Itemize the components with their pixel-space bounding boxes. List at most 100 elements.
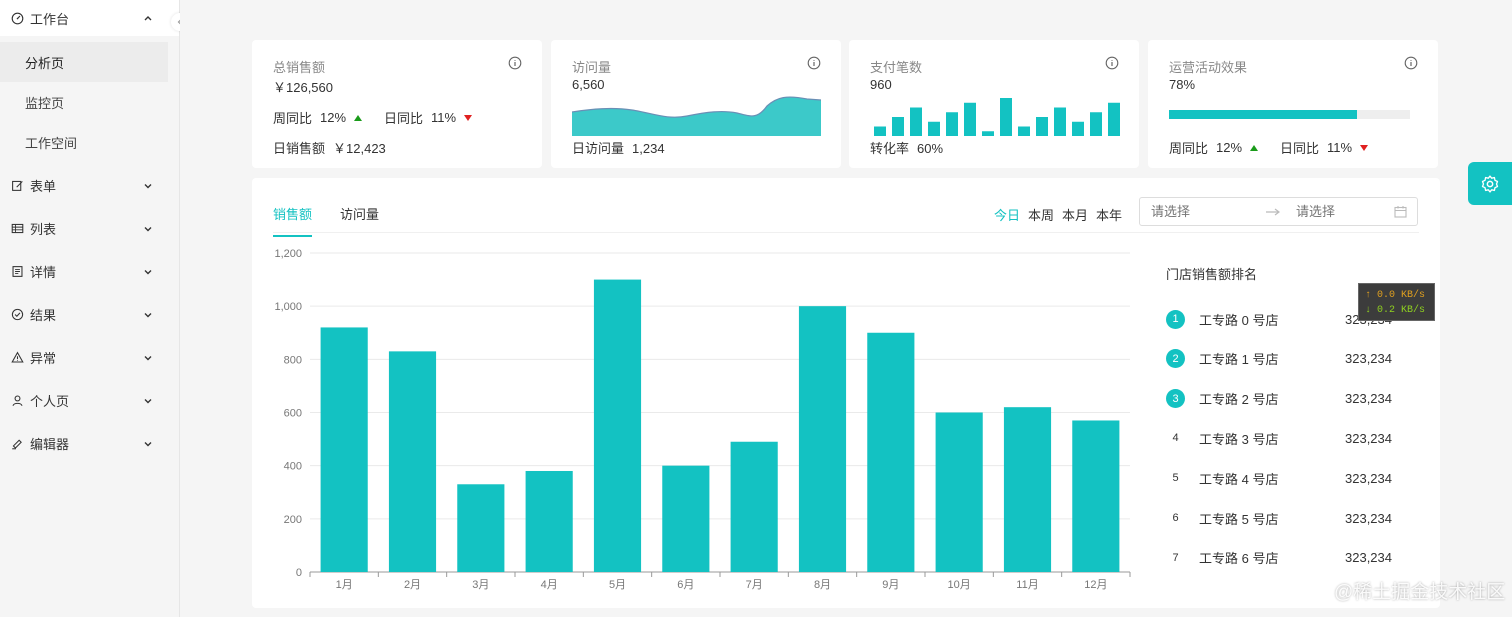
- menu-item-editor[interactable]: 编辑器: [0, 422, 179, 465]
- chevron-down-icon: [143, 439, 153, 449]
- footer-value: ￥12,423: [333, 141, 386, 156]
- settings-button[interactable]: [1468, 162, 1512, 205]
- sales-bar: [798, 306, 847, 572]
- highlight-icon: [10, 437, 24, 451]
- y-tick-label: 600: [284, 408, 302, 420]
- payment-bar: [1036, 117, 1048, 136]
- card-total-sales: 总销售额 ￥126,560 周同比 12% 日同比 11% 日销售额 ￥12,42…: [252, 40, 542, 168]
- menu-item-dashboard[interactable]: 工作台: [0, 0, 179, 36]
- ranking-row: 6 工专路 5 号店 323,234: [1166, 508, 1416, 528]
- range-today[interactable]: 今日: [994, 208, 1021, 223]
- submenu-label: 监控页: [25, 95, 65, 111]
- info-icon[interactable]: [807, 56, 821, 70]
- menu-item-result[interactable]: 结果: [0, 293, 179, 336]
- card-title: 总销售额: [273, 60, 326, 75]
- menu-item-exception[interactable]: 异常: [0, 336, 179, 379]
- network-speed-widget: ↑ 0.0 KB/s ↓ 0.2 KB/s: [1358, 283, 1435, 321]
- ranking-row: 3 工专路 2 号店 323,234: [1166, 389, 1416, 409]
- x-tick-label: 3月: [472, 579, 489, 591]
- tab-visits[interactable]: 访问量: [340, 207, 380, 222]
- footer-label: 转化率: [870, 141, 910, 156]
- info-icon[interactable]: [1105, 56, 1119, 70]
- payment-bar: [1090, 112, 1102, 136]
- info-icon[interactable]: [1404, 56, 1418, 70]
- trend-label: 周同比: [1169, 141, 1209, 156]
- arrow-right-icon: [1265, 207, 1281, 217]
- card-value: 78%: [1169, 77, 1196, 92]
- y-tick-label: 800: [284, 354, 302, 366]
- range-month[interactable]: 本月: [1062, 208, 1089, 223]
- menu-item-profile[interactable]: 详情: [0, 250, 179, 293]
- payment-bar: [1018, 126, 1030, 136]
- sales-bar-chart: 0 200 400 600 800 1,000 1,200 1月 2月 3月 4月 5月 6月 7月 8月 9…: [274, 248, 1131, 591]
- store-sales: 323,234: [1345, 430, 1392, 446]
- tab-divider: [273, 232, 1419, 233]
- x-tick-label: 8月: [814, 579, 831, 591]
- footer-value: 1,234: [632, 141, 665, 156]
- menu-label: 编辑器: [30, 437, 70, 452]
- card-title: 运营活动效果: [1169, 60, 1248, 75]
- info-icon[interactable]: [508, 56, 522, 70]
- tab-sales[interactable]: 销售额: [273, 204, 313, 237]
- sidebar: 工作台 分析页 监控页 工作空间 表单 列表 详情 结果 异常 个人页 编辑器: [0, 0, 180, 617]
- sales-bar: [388, 351, 437, 572]
- trend-day: 日同比 11%: [1280, 138, 1369, 157]
- store-name: 工专路 5 号店: [1199, 511, 1279, 527]
- rank-number: 2: [1166, 349, 1185, 369]
- user-icon: [10, 394, 24, 408]
- check-circle-icon: [10, 308, 24, 322]
- payment-bar: [1108, 102, 1120, 136]
- card-title: 访问量: [572, 60, 612, 75]
- card-value: ￥126,560: [273, 80, 333, 95]
- store-name: 工专路 4 号店: [1199, 471, 1279, 487]
- date-start-input[interactable]: [1151, 204, 1261, 219]
- x-tick-label: 9月: [882, 579, 899, 591]
- sales-bar: [320, 327, 368, 572]
- chevron-down-icon: [143, 224, 153, 234]
- menu-item-list[interactable]: 列表: [0, 207, 179, 250]
- caret-up-icon: [354, 114, 363, 121]
- trend-week: 周同比 12%: [1169, 138, 1259, 157]
- menu-label: 列表: [30, 222, 57, 237]
- watermark: @稀土掘金技术社区: [1334, 582, 1506, 603]
- chevron-up-icon: [143, 13, 153, 23]
- ranking-title: 门店销售额排名: [1166, 267, 1258, 282]
- y-tick-label: 400: [284, 461, 302, 473]
- panel-tabs: 销售额 访问量: [273, 204, 407, 237]
- menu-label: 结果: [30, 308, 57, 323]
- store-sales: 323,234: [1345, 550, 1392, 566]
- range-year[interactable]: 本年: [1096, 208, 1123, 223]
- ranking-row: 7 工专路 6 号店 323,234: [1166, 548, 1416, 568]
- y-tick-label: 200: [284, 514, 302, 526]
- date-range-picker[interactable]: [1139, 197, 1418, 226]
- warning-icon: [10, 351, 24, 365]
- menu-sub-workspace[interactable]: 工作空间: [0, 122, 179, 162]
- menu-label: 表单: [30, 179, 57, 194]
- chevron-down-icon: [143, 310, 153, 320]
- date-range-links: 今日 本周 本月 本年: [994, 205, 1130, 224]
- sales-bar: [1003, 407, 1052, 572]
- menu-label: 异常: [30, 351, 57, 366]
- date-end-input[interactable]: [1296, 204, 1396, 219]
- sales-bar: [457, 484, 505, 572]
- upload-speed: ↑ 0.0 KB/s: [1365, 290, 1426, 301]
- menu-item-account[interactable]: 个人页: [0, 379, 179, 422]
- visits-area-chart: [572, 96, 821, 136]
- card-title: 支付笔数: [870, 60, 923, 75]
- x-tick-label: 4月: [541, 579, 558, 591]
- caret-up-icon: [1250, 144, 1259, 151]
- store-name: 工专路 3 号店: [1199, 431, 1279, 447]
- payment-bar: [946, 112, 958, 136]
- x-tick-label: 10月: [948, 579, 971, 591]
- x-tick-label: 7月: [746, 579, 763, 591]
- menu-sub-analysis[interactable]: 分析页: [0, 42, 168, 82]
- dashboard-icon: [10, 11, 24, 25]
- card-payments: 支付笔数 960 转化率 60%: [849, 40, 1139, 168]
- menu-sub-monitor[interactable]: 监控页: [0, 82, 179, 122]
- gear-icon: [1481, 174, 1499, 193]
- range-week[interactable]: 本周: [1028, 208, 1055, 223]
- sales-bar: [867, 332, 915, 572]
- menu-item-form[interactable]: 表单: [0, 164, 179, 207]
- sales-bar: [935, 412, 983, 572]
- trend-week: 周同比 12%: [273, 108, 363, 127]
